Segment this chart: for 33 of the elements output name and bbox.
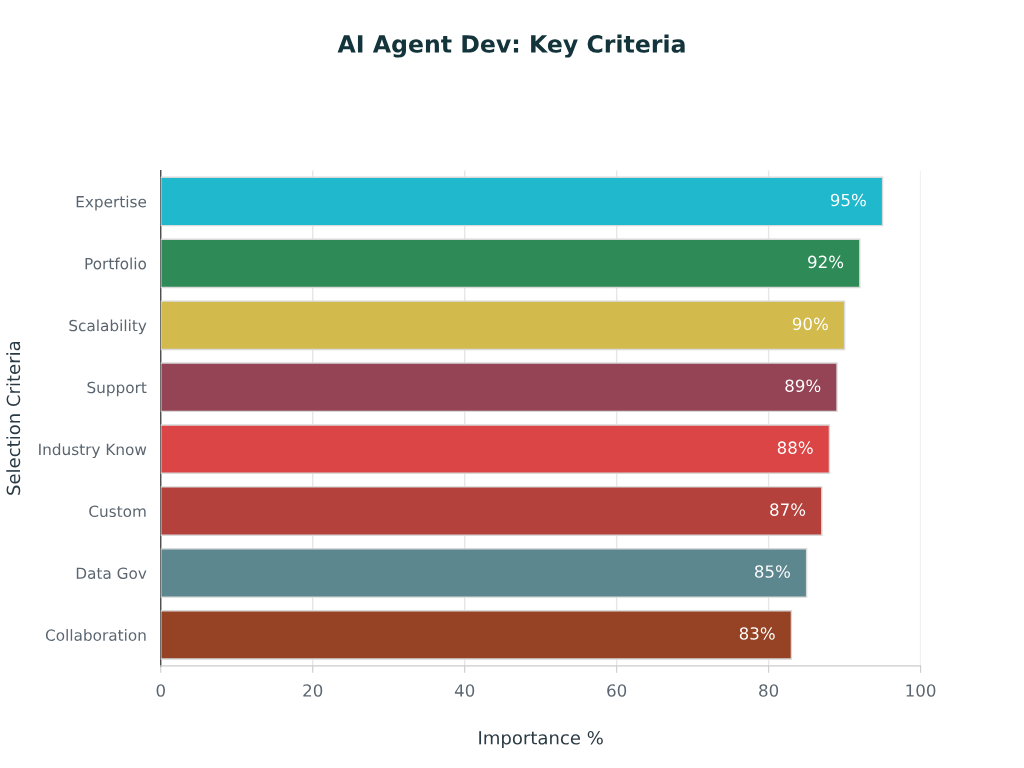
x-tick-label: 0 — [156, 684, 165, 697]
x-tick-label: 80 — [759, 684, 779, 697]
bar — [160, 424, 831, 474]
data-label: 95% — [830, 193, 866, 207]
y-tick-label: Portfolio — [85, 257, 147, 270]
x-tick-label: 20 — [303, 684, 323, 697]
data-label: 92% — [808, 255, 844, 269]
data-label: 83% — [739, 627, 775, 640]
bar — [160, 486, 823, 536]
bar — [160, 300, 846, 351]
bar — [160, 238, 861, 289]
y-tick-label: Support — [87, 381, 147, 397]
y-axis-title: Selection Criteria — [6, 341, 21, 495]
data-label: 88% — [777, 441, 813, 454]
x-tick-label: 40 — [454, 684, 475, 697]
x-tick-label: 100 — [906, 684, 936, 697]
y-tick-label: Collaboration — [45, 629, 146, 641]
x-axis-title: Importance % — [479, 730, 603, 749]
bar — [160, 548, 808, 598]
chart-title: AI Agent Dev: Key Criteria — [337, 34, 685, 58]
y-tick-label: Custom — [89, 505, 146, 518]
y-tick-label: Expertise — [76, 195, 147, 211]
data-label: 89% — [785, 379, 821, 393]
y-tick-label: Industry Know — [39, 443, 147, 459]
data-label: 87% — [770, 503, 806, 516]
y-tick-label: Data Gov — [76, 567, 147, 579]
data-label: 85% — [754, 565, 790, 578]
y-tick-label: Scalability — [69, 319, 147, 335]
x-tick-label: 60 — [607, 684, 627, 697]
bar — [160, 176, 884, 227]
bar — [160, 610, 793, 660]
data-label: 90% — [792, 317, 828, 331]
bar — [160, 362, 838, 413]
